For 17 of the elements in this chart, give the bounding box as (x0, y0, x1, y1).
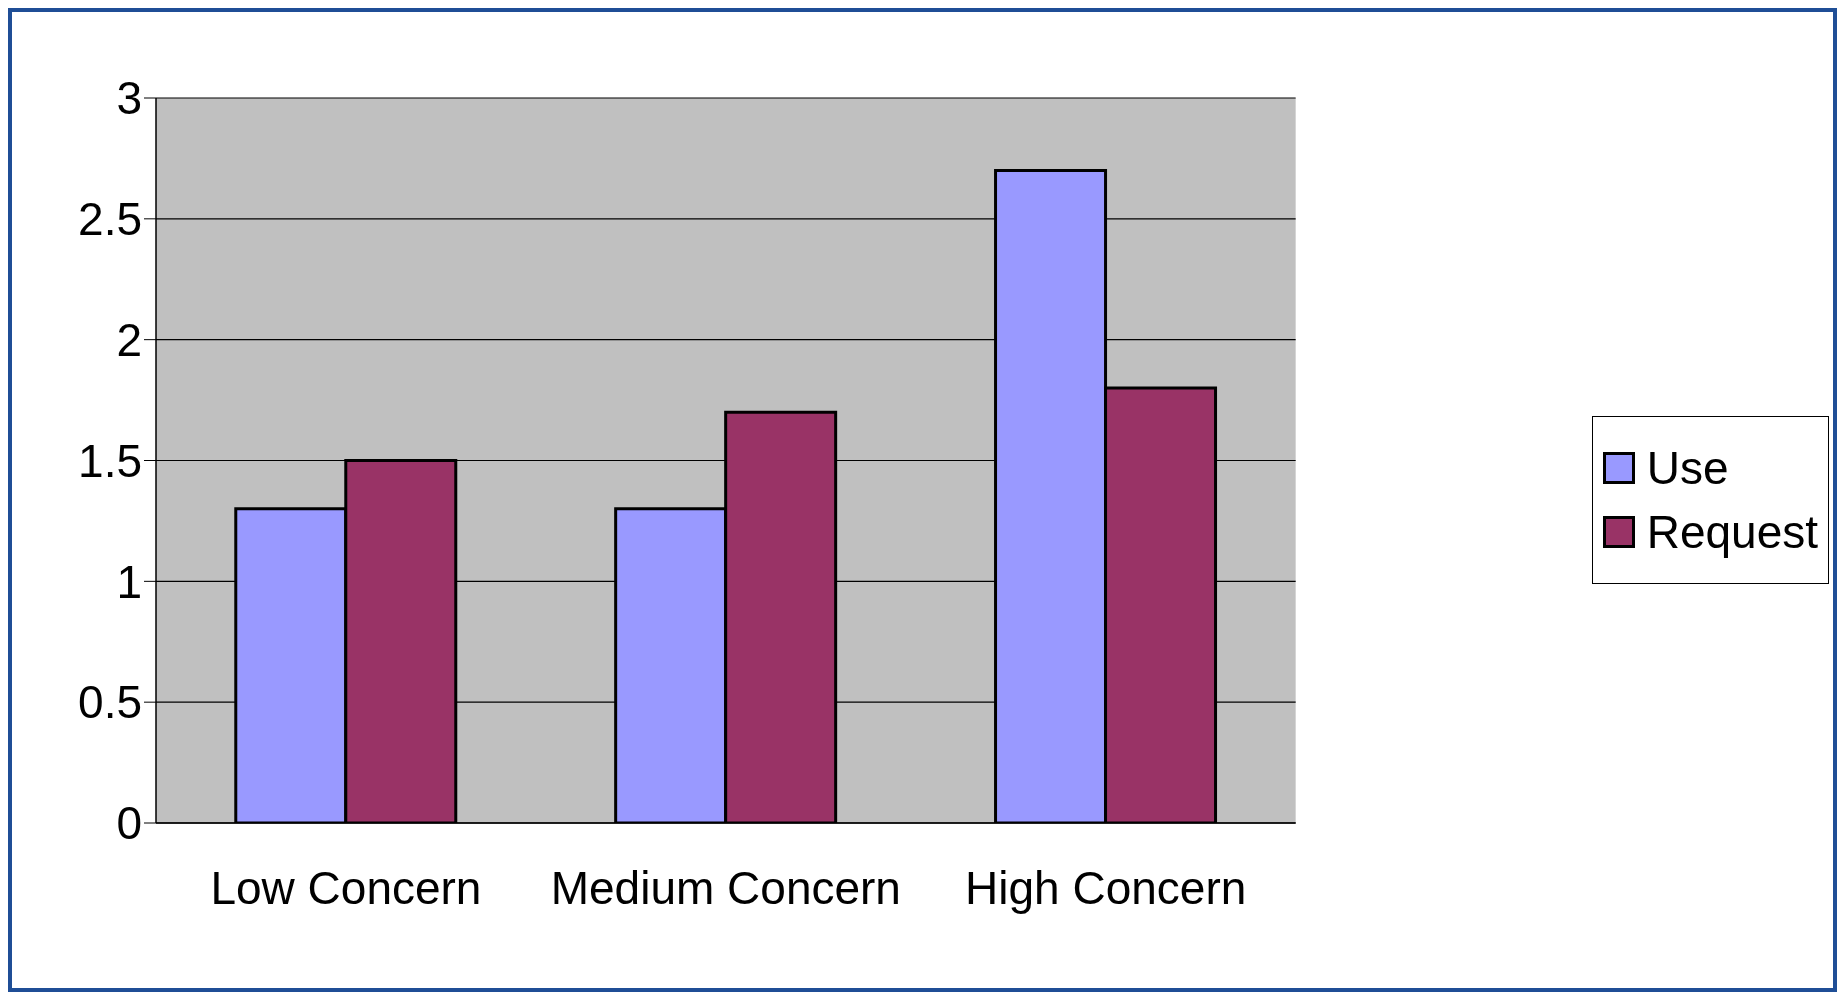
y-tick-label: 3 (116, 72, 142, 125)
y-tick-label: 2 (116, 314, 142, 366)
x-tick-label: Medium Concern (550, 861, 901, 914)
y-tick-label: 2.5 (78, 193, 142, 246)
y-tick-label: 1.5 (78, 434, 142, 487)
bar (1104, 386, 1218, 823)
y-tick-label: 1 (116, 555, 142, 608)
legend-label: Use (1646, 441, 1729, 495)
x-tick-label: High Concern (965, 861, 1247, 914)
page-frame: Use Request Low Concern Medium Concern High Concern 0 0.5 1 1.5 2 2.5 3 (8, 8, 1837, 992)
bar (344, 459, 458, 823)
bar (994, 169, 1108, 823)
y-tick-label: 0 (116, 797, 142, 850)
x-tick-label: Low Concern (210, 861, 482, 914)
bar (724, 410, 838, 823)
y-tick-label: 0.5 (78, 676, 142, 729)
legend-label: Request (1646, 505, 1818, 559)
